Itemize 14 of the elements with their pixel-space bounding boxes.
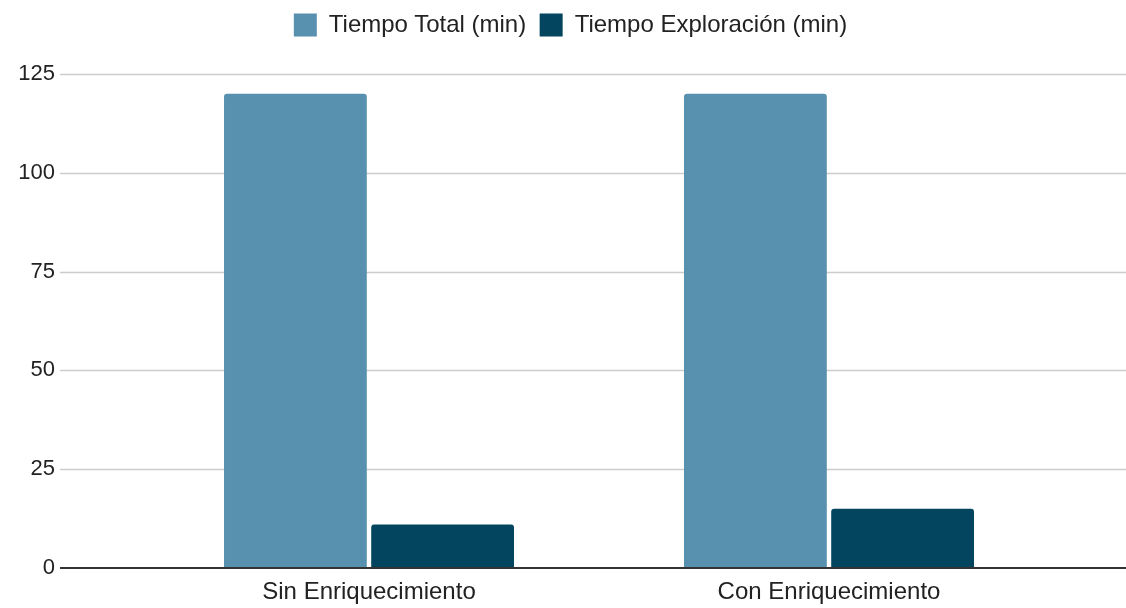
y-tick-label: 50 <box>30 356 55 382</box>
y-tick-label: 125 <box>18 60 55 86</box>
legend-label: Tiempo Total (min) <box>328 9 527 37</box>
bar <box>224 93 367 568</box>
bar <box>831 508 974 568</box>
y-tick-label: 100 <box>18 158 55 184</box>
y-tick-label: 75 <box>30 257 55 283</box>
x-tick-label: Sin Enriquecimiento <box>262 577 476 605</box>
y-tick-label: 0 <box>42 554 55 580</box>
legend-label: Tiempo Exploración (min) <box>574 9 848 37</box>
y-tick-label: 25 <box>30 455 55 481</box>
x-tick-label: Con Enriquecimiento <box>717 577 941 605</box>
bar <box>371 524 514 568</box>
bar <box>684 93 827 568</box>
